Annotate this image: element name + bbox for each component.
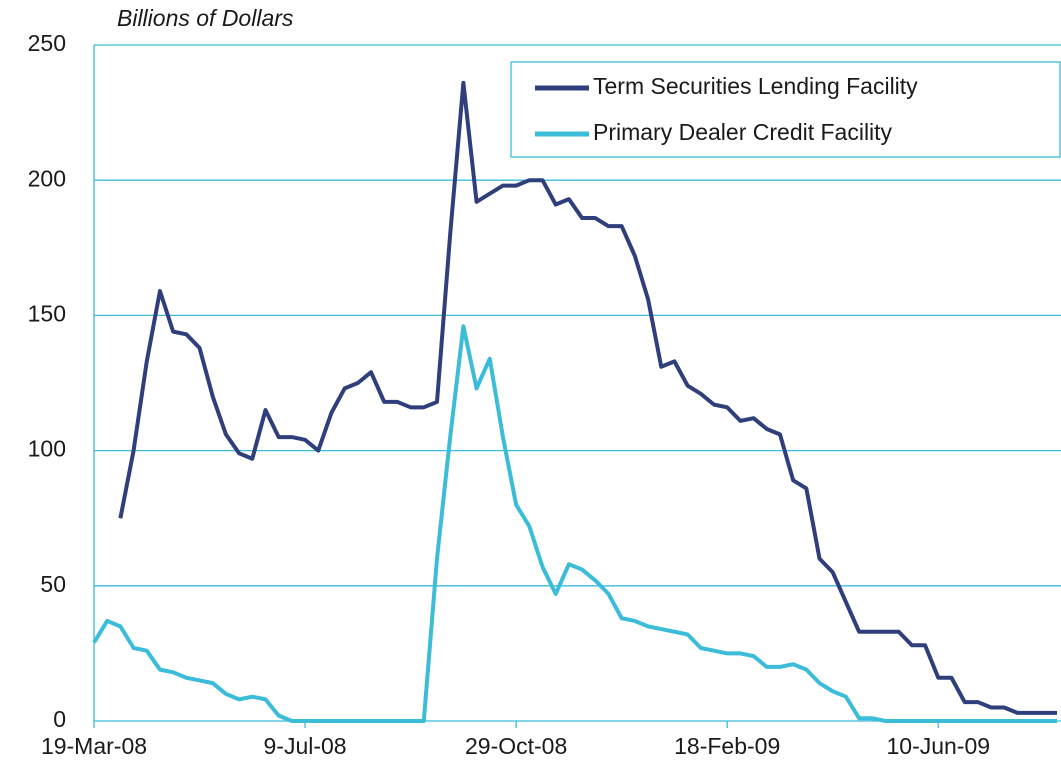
x-tick-label: 10-Jun-09: [886, 733, 990, 759]
y-tick-label: 150: [28, 300, 66, 326]
legend-box: [510, 61, 1061, 158]
y-tick-label: 200: [28, 165, 66, 191]
y-tick-label: 50: [40, 571, 66, 597]
legend-label: Term Securities Lending Facility: [593, 73, 918, 99]
y-tick-label: 0: [53, 706, 66, 732]
x-tick-label: 19-Mar-08: [41, 733, 147, 759]
series-line: [92, 324, 1057, 723]
legend-label: Primary Dealer Credit Facility: [593, 119, 893, 145]
y-tick-label: 250: [28, 30, 66, 56]
chart-title: Billions of Dollars: [117, 5, 294, 31]
x-tick-label: 18-Feb-09: [674, 733, 780, 759]
series-line: [118, 80, 1057, 715]
x-tick-label: 9-Jul-08: [264, 733, 347, 759]
x-tick-label: 29-Oct-08: [465, 733, 567, 759]
y-tick-label: 100: [28, 436, 66, 462]
